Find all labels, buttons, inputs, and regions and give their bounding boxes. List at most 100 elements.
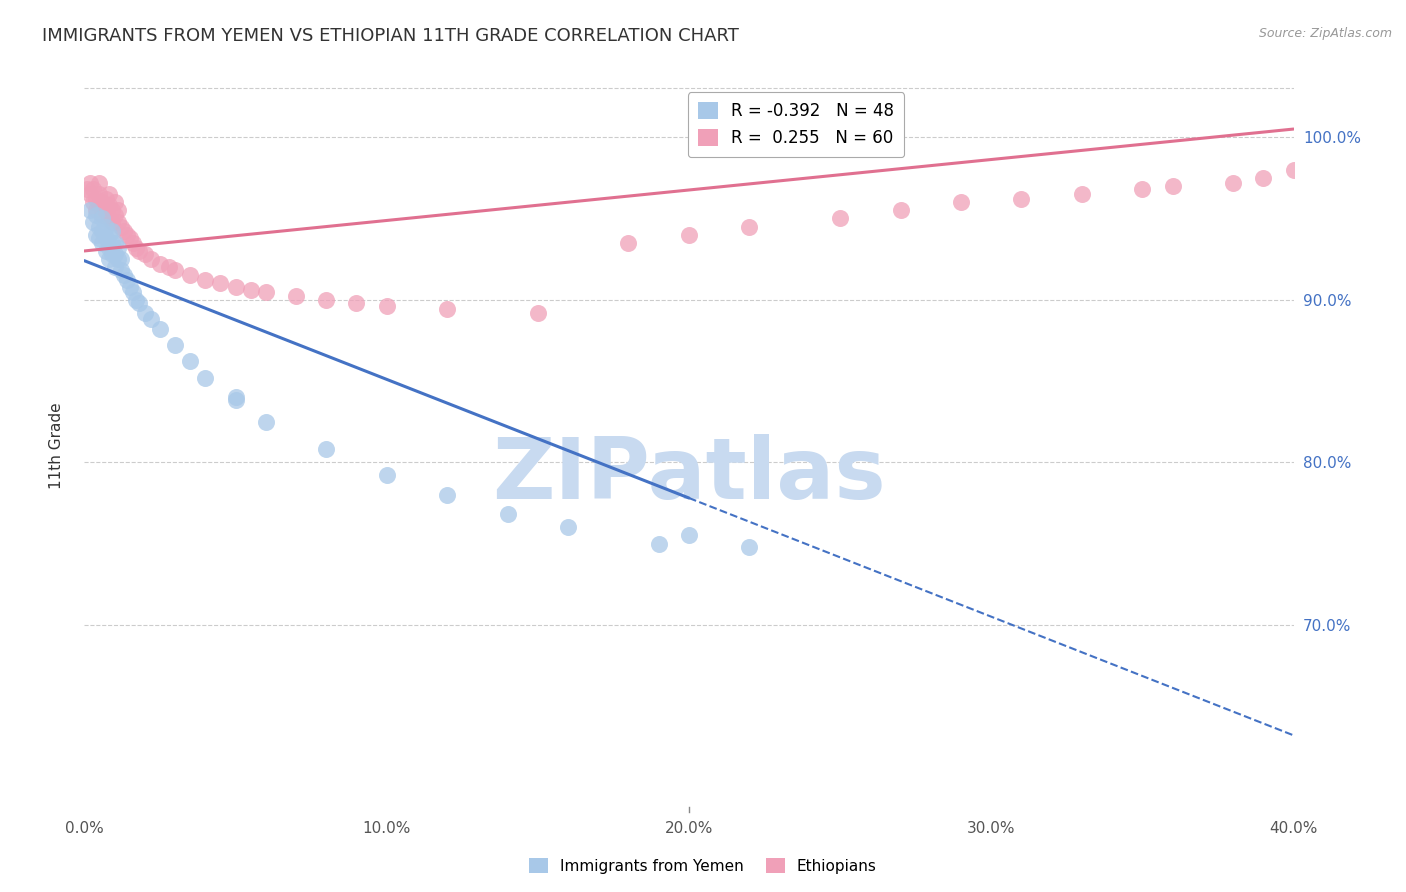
Point [91, 208, 114, 222]
Point [121, 285, 143, 299]
Point [91, 224, 114, 238]
Point [1071, 187, 1094, 202]
Point [82, 195, 104, 210]
Point [950, 195, 973, 210]
Point [209, 277, 232, 291]
Text: ZIPatlas: ZIPatlas [492, 434, 886, 516]
Point [91, 211, 114, 226]
Point [91, 195, 114, 210]
Point [139, 312, 162, 326]
Point [100, 224, 122, 238]
Point [1222, 176, 1244, 190]
Point [1253, 170, 1275, 185]
Point [648, 536, 671, 550]
Point [346, 296, 368, 310]
Point [97, 227, 120, 242]
Point [436, 302, 458, 317]
Point [97, 211, 120, 226]
Point [225, 390, 247, 404]
Point [86, 203, 108, 218]
Point [239, 283, 262, 297]
Legend: R = -0.392   N = 48, R =  0.255   N = 60: R = -0.392 N = 48, R = 0.255 N = 60 [688, 92, 904, 157]
Point [738, 540, 761, 554]
Point [79, 187, 101, 202]
Point [149, 257, 172, 271]
Point [125, 241, 148, 255]
Point [165, 263, 187, 277]
Point [110, 252, 132, 266]
Point [82, 182, 104, 196]
Point [91, 235, 114, 250]
Point [89, 219, 111, 234]
Point [128, 296, 150, 310]
Point [100, 247, 122, 261]
Point [97, 252, 120, 266]
Point [86, 192, 108, 206]
Point [94, 203, 117, 218]
Point [104, 235, 127, 250]
Text: IMMIGRANTS FROM YEMEN VS ETHIOPIAN 11TH GRADE CORRELATION CHART: IMMIGRANTS FROM YEMEN VS ETHIOPIAN 11TH … [42, 27, 740, 45]
Point [112, 224, 135, 238]
Point [157, 260, 180, 275]
Point [86, 208, 108, 222]
Point [285, 289, 308, 303]
Point [165, 338, 187, 352]
Point [1161, 178, 1184, 193]
Point [97, 187, 120, 202]
Point [118, 231, 141, 245]
Point [110, 263, 132, 277]
Point [738, 219, 761, 234]
Point [79, 203, 101, 218]
Y-axis label: 11th Grade: 11th Grade [49, 402, 63, 490]
Point [82, 215, 104, 229]
Point [89, 176, 111, 190]
Point [94, 192, 117, 206]
Point [104, 260, 127, 275]
Point [678, 227, 700, 242]
Point [527, 306, 550, 320]
Point [76, 182, 98, 196]
Point [496, 508, 519, 522]
Point [97, 198, 120, 212]
Point [104, 208, 127, 222]
Point [557, 520, 579, 534]
Point [107, 203, 129, 218]
Point [678, 528, 700, 542]
Point [89, 187, 111, 202]
Point [110, 219, 132, 234]
Point [94, 231, 117, 245]
Legend: Immigrants from Yemen, Ethiopians: Immigrants from Yemen, Ethiopians [523, 852, 883, 880]
Point [112, 268, 135, 283]
Point [254, 285, 277, 299]
Point [315, 293, 337, 307]
Point [179, 354, 201, 368]
Point [97, 241, 120, 255]
Point [118, 279, 141, 293]
Point [315, 442, 337, 457]
Point [89, 231, 111, 245]
Point [115, 227, 138, 242]
Point [134, 306, 156, 320]
Point [375, 299, 398, 313]
Point [375, 468, 398, 483]
Point [890, 203, 912, 218]
Point [86, 227, 108, 242]
Text: Source: ZipAtlas.com: Source: ZipAtlas.com [1258, 27, 1392, 40]
Point [436, 488, 458, 502]
Point [100, 235, 122, 250]
Point [254, 415, 277, 429]
Point [100, 203, 122, 218]
Point [134, 247, 156, 261]
Point [225, 393, 247, 408]
Point [115, 273, 138, 287]
Point [107, 252, 129, 266]
Point [100, 215, 122, 229]
Point [94, 244, 117, 258]
Point [125, 293, 148, 307]
Point [1011, 192, 1033, 206]
Point [225, 279, 247, 293]
Point [107, 215, 129, 229]
Point [1130, 182, 1153, 196]
Point [139, 252, 162, 266]
Point [79, 176, 101, 190]
